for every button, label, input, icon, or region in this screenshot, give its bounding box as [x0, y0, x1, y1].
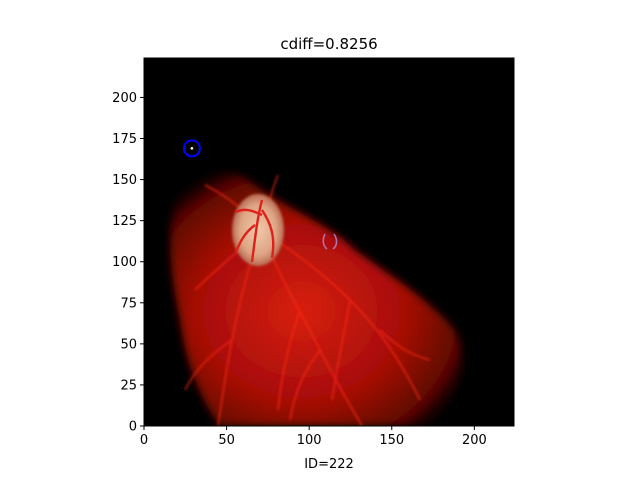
x-axis-ticks: 0 50 100 150 200 — [140, 426, 487, 448]
x-tick-label: 0 — [140, 433, 148, 448]
x-tick-label: 50 — [218, 433, 235, 448]
optic-disc-vessels — [234, 199, 275, 263]
y-tick-label: 125 — [112, 214, 137, 229]
retina-image — [144, 58, 514, 426]
y-tick-label: 175 — [112, 132, 137, 147]
optic-disc — [232, 194, 284, 266]
chart-title: cdiff=0.8256 — [280, 35, 377, 53]
y-tick-label: 150 — [112, 173, 137, 188]
x-tick-label: 200 — [462, 433, 487, 448]
y-tick-label: 0 — [129, 420, 137, 435]
marker-center-dot — [190, 147, 194, 150]
y-tick-label: 25 — [120, 378, 137, 393]
image-artifact — [322, 233, 338, 250]
y-tick-label: 200 — [112, 91, 137, 106]
y-axis-ticks: 0 25 50 75 100 125 150 175 200 — [112, 91, 144, 435]
x-axis-label: ID=222 — [304, 457, 354, 472]
y-tick-label: 100 — [112, 255, 137, 270]
marker-ring — [182, 139, 201, 158]
y-tick-label: 75 — [120, 296, 137, 311]
axes-frame — [143, 57, 515, 427]
y-tick-label: 50 — [120, 337, 137, 352]
x-tick-label: 100 — [297, 433, 322, 448]
blue-circle-marker — [182, 139, 201, 158]
x-tick-label: 150 — [379, 433, 404, 448]
